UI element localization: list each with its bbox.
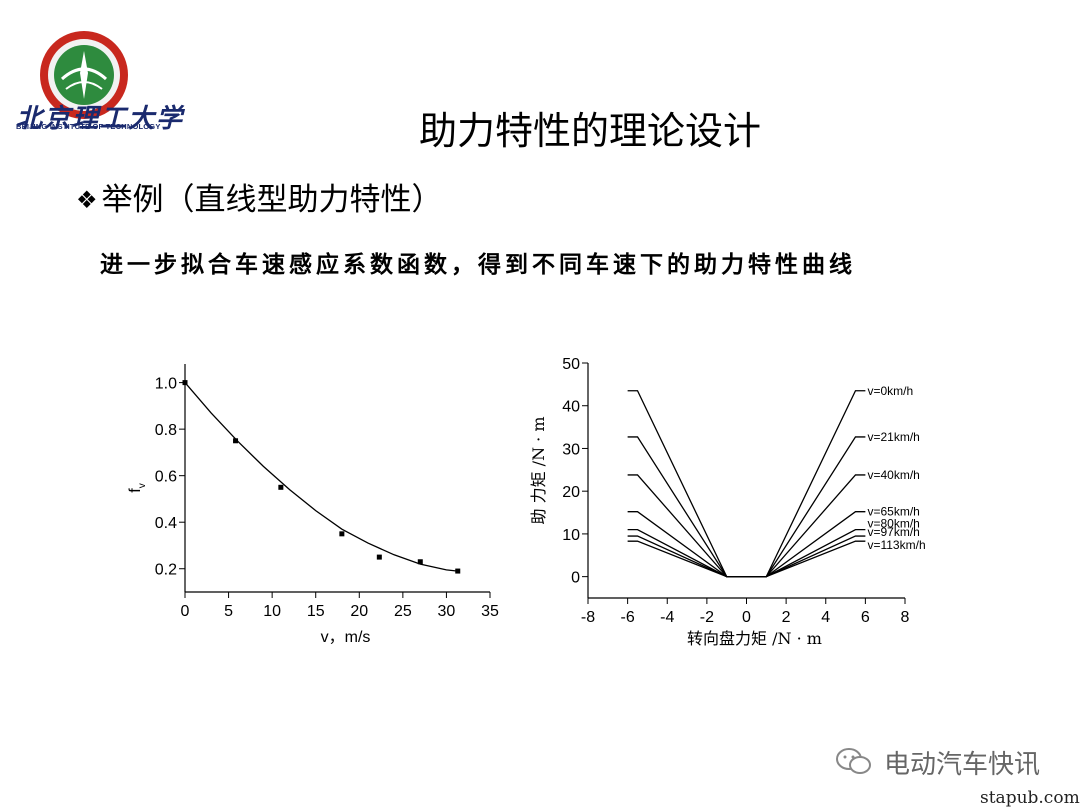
series-line	[627, 511, 866, 578]
watermark-site: stapub.com	[980, 788, 1080, 808]
data-point	[233, 438, 239, 444]
series-label: v=21km/h	[867, 430, 919, 444]
y-tick-label: 40	[562, 399, 580, 416]
x-tick-label: 5	[224, 603, 233, 620]
y-tick-label: 0.6	[155, 469, 177, 486]
data-point	[182, 380, 188, 386]
data-point	[376, 554, 382, 560]
x-tick-label: 0	[742, 609, 751, 626]
watermark-text: 电动汽车快讯	[884, 750, 1041, 780]
x-tick-label: -2	[700, 609, 714, 626]
x-axis-label: v，m/s	[321, 629, 371, 646]
series-label: v=0km/h	[867, 384, 913, 398]
series-line	[627, 474, 866, 578]
series-label: v=65km/h	[867, 505, 919, 519]
x-tick-label: 6	[861, 609, 870, 626]
y-axis-label: 助 力矩 /N · m	[529, 417, 548, 525]
x-axis-label: 转向盘力矩 /N · m	[687, 629, 822, 648]
bullet-heading: ❖ 举例（直线型助力特性）	[76, 174, 443, 219]
series-line	[627, 540, 866, 578]
x-tick-label: 10	[263, 603, 281, 620]
x-tick-label: 30	[438, 603, 456, 620]
wechat-icon	[836, 748, 871, 774]
series-label: v=97km/h	[867, 525, 919, 539]
series-line	[627, 528, 866, 578]
x-tick-label: 25	[394, 603, 412, 620]
data-point	[417, 559, 423, 565]
y-tick-label: 20	[562, 484, 580, 501]
x-tick-label: 20	[350, 603, 368, 620]
series-label: v=80km/h	[867, 517, 919, 531]
bullet-diamond-icon: ❖	[76, 186, 98, 214]
y-tick-label: 0.4	[155, 515, 177, 532]
x-tick-label: 0	[181, 603, 190, 620]
y-tick-label: 1.0	[155, 376, 177, 393]
fit-curve	[184, 382, 458, 572]
y-tick-label: 50	[562, 356, 580, 373]
y-tick-label: 0.8	[155, 422, 177, 439]
x-tick-label: -6	[621, 609, 635, 626]
data-point	[455, 568, 461, 574]
y-tick-label: 10	[562, 527, 580, 544]
series-label: v=113km/h	[867, 538, 925, 552]
x-tick-label: 15	[307, 603, 325, 620]
y-tick-label: 0	[571, 570, 580, 587]
logo-name-cn: 北京理工大学	[16, 104, 185, 134]
data-point	[278, 484, 284, 490]
bullet-text: 举例（直线型助力特性）	[101, 182, 443, 218]
series-line	[627, 436, 866, 578]
y-tick-label: 30	[562, 441, 580, 458]
y-tick-label: 0.2	[155, 562, 177, 579]
slide-title: 助力特性的理论设计	[418, 109, 761, 153]
university-emblem	[40, 31, 128, 119]
data-point	[339, 531, 345, 537]
slide-subtitle: 进一步拟合车速感应系数函数，得到不同车速下的助力特性曲线	[100, 251, 856, 278]
x-tick-label: -8	[581, 609, 595, 626]
x-tick-label: 8	[901, 609, 910, 626]
x-tick-label: 35	[481, 603, 499, 620]
series-label: v=40km/h	[867, 468, 919, 482]
x-tick-label: -4	[660, 609, 674, 626]
x-tick-label: 2	[782, 609, 791, 626]
series-line	[627, 390, 866, 578]
series-line	[627, 535, 866, 578]
logo-name-en: BEIJING INSTITUTE OF TECHNOLOGY	[16, 122, 161, 131]
x-tick-label: 4	[821, 609, 830, 626]
y-axis-label: fv	[127, 483, 148, 492]
